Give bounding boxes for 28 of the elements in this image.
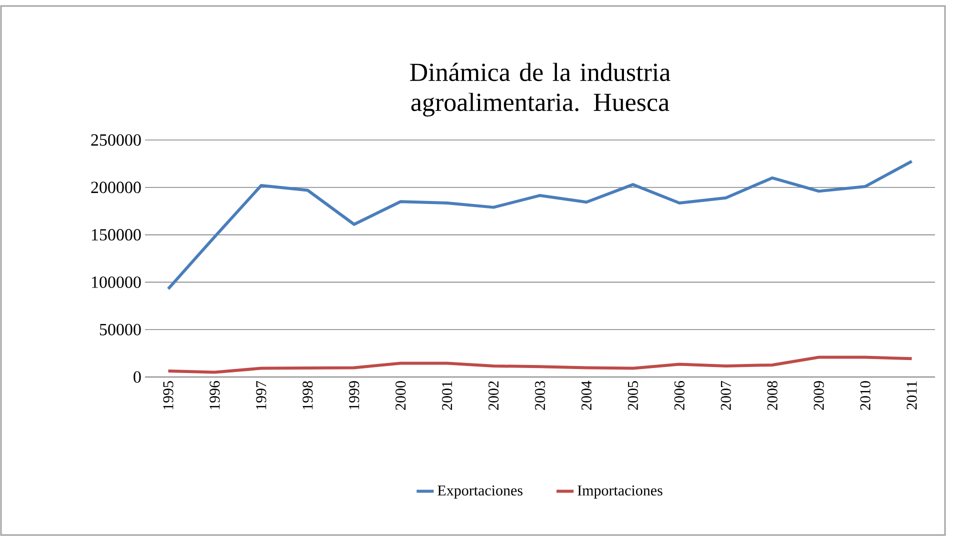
chart-title: Dinámica de la industria agroalimentaria. Huesca	[410, 62, 670, 116]
x-tick-label: 2010	[860, 381, 870, 410]
x-tick-label: 2007	[720, 380, 731, 410]
y-tick-label: 100000	[92, 276, 141, 288]
y-tick-label: 250000	[91, 134, 141, 146]
y-tick-label: 150000	[92, 229, 141, 241]
legend-label: Importaciones	[578, 485, 662, 499]
x-tick-label: 2004	[581, 380, 592, 410]
legend-label: Exportaciones	[438, 485, 522, 499]
x-tick-label: 2005	[628, 381, 638, 410]
x-tick-label: 2008	[767, 381, 778, 410]
line-series	[166, 356, 914, 374]
x-tick-label: 2001	[442, 381, 452, 410]
x-tick-label: 1995	[163, 381, 174, 410]
x-tick-label: 2002	[488, 381, 499, 410]
x-tick-label: 2011	[906, 381, 917, 410]
y-tick-label: 0	[134, 371, 141, 383]
x-tick-label: 1999	[349, 381, 360, 410]
y-tick-label: 50000	[100, 324, 141, 336]
x-tick-label: 2000	[396, 381, 406, 410]
x-tick-label: 2009	[814, 381, 824, 410]
x-tick-label: 2006	[674, 380, 684, 410]
x-tick-label: 1997	[256, 380, 266, 410]
x-tick-label: 2003	[534, 381, 546, 410]
x-tick-label: 1996	[210, 380, 220, 410]
y-tick-label: 200000	[91, 182, 141, 194]
x-tick-label: 1998	[302, 381, 313, 410]
line-series	[166, 160, 914, 290]
